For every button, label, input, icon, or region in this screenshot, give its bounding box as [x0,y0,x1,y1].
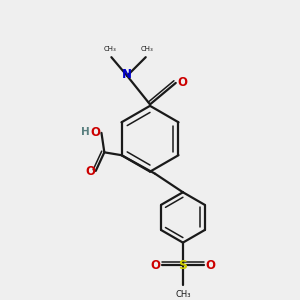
Text: H: H [81,127,90,137]
Text: S: S [178,259,188,272]
Text: O: O [85,165,96,178]
Text: CH₃: CH₃ [141,46,154,52]
Text: O: O [90,125,100,139]
Text: CH₃: CH₃ [103,46,116,52]
Text: O: O [150,259,161,272]
Text: O: O [206,259,215,272]
Text: CH₃: CH₃ [175,290,191,299]
Text: N: N [122,68,132,81]
Text: O: O [177,76,187,88]
